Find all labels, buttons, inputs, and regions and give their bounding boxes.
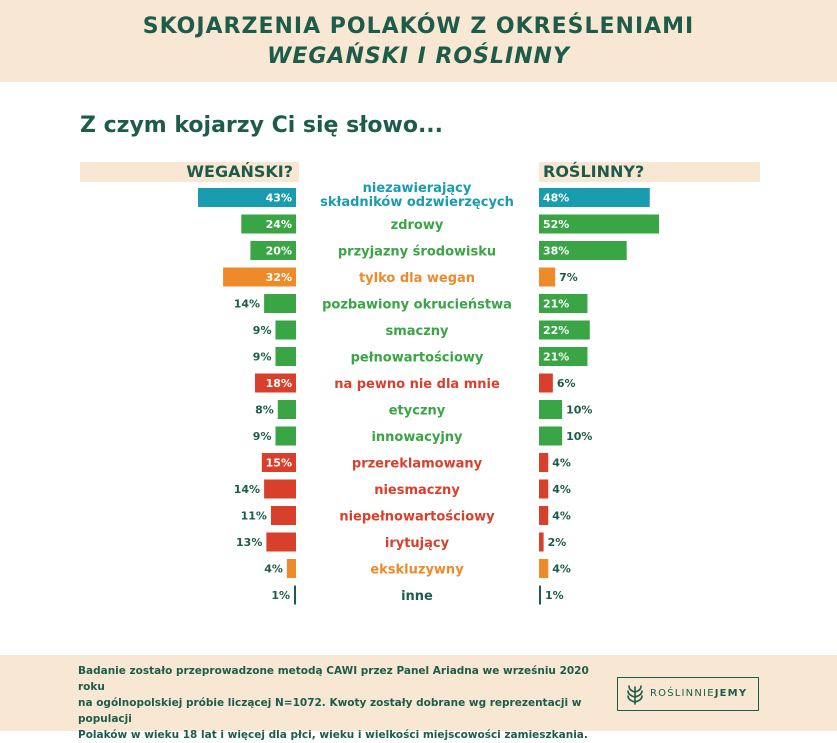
value-label-plant: 4% (552, 563, 571, 576)
bar-plant (539, 294, 588, 313)
value-label-vegan: 9% (253, 351, 272, 364)
brand-name: ROŚLINNIEJEMY (650, 688, 747, 699)
methodology-note: Badanie zostało przeprowadzone metodą CA… (78, 663, 598, 743)
value-label-plant: 4% (552, 483, 571, 496)
bar-vegan (266, 532, 296, 552)
value-label-plant: 21% (543, 298, 569, 311)
value-label-vegan: 32% (266, 271, 292, 284)
bar-vegan (275, 426, 296, 446)
bar-vegan (223, 267, 296, 287)
category-label: niesmaczny (374, 483, 460, 498)
value-label-plant: 4% (552, 510, 571, 523)
bar-vegan (250, 241, 296, 260)
methodology-line-1: Badanie zostało przeprowadzone metodą CA… (78, 665, 589, 693)
value-label-plant: 4% (552, 457, 571, 470)
category-label: składników odzwierzęcych (320, 195, 514, 210)
category-label: irytujący (385, 536, 450, 551)
bar-vegan (264, 294, 296, 313)
bar-vegan (264, 479, 296, 499)
bar-plant (539, 426, 563, 446)
bar-plant (539, 347, 588, 366)
bar-plant (539, 241, 627, 260)
brand-name-part2: JEMY (714, 688, 748, 699)
value-label-vegan: 11% (241, 510, 267, 523)
series-header-plant: ROŚLINNY? (539, 162, 760, 182)
value-label-vegan: 20% (266, 245, 292, 258)
bar-plant (539, 188, 650, 207)
bar-plant (539, 479, 549, 499)
bar-plant (539, 585, 541, 605)
bar-plant (539, 400, 563, 419)
bar-plant (539, 214, 659, 234)
bar-plant (539, 453, 549, 472)
bar-plant (539, 559, 549, 578)
value-label-vegan: 14% (234, 298, 260, 311)
category-label: pozbawiony okrucieństwa (322, 298, 512, 313)
title-line-1: SKOJARZENIA POLAKÓW Z OKREŚLENIAMI (142, 14, 695, 39)
value-label-vegan: 4% (264, 563, 283, 576)
bar-vegan (261, 453, 296, 472)
category-label: przereklamowany (352, 457, 483, 472)
bar-plant (539, 267, 556, 287)
methodology-line-2: na ogólnopolskiej próbie liczącej N=1072… (78, 697, 582, 725)
series-header-vegan: WEGAŃSKI? (80, 162, 299, 182)
category-label: tylko dla wegan (359, 271, 475, 286)
value-label-plant: 6% (557, 377, 576, 390)
bar-plant (539, 532, 544, 552)
category-label: innowacyjny (371, 430, 463, 445)
brand-name-part1: ROŚLINNIE (650, 688, 715, 699)
value-label-vegan: 43% (266, 192, 292, 205)
category-label: niepełnowartościowy (339, 510, 495, 525)
footer-banner (0, 655, 837, 731)
bar-vegan (294, 585, 296, 605)
bar-vegan (277, 400, 296, 419)
bar-vegan (270, 506, 296, 525)
value-label-plant: 1% (545, 589, 564, 602)
header-banner: SKOJARZENIA POLAKÓW Z OKREŚLENIAMI WEGAŃ… (0, 0, 837, 82)
value-label-vegan: 15% (266, 457, 292, 470)
value-label-plant: 48% (543, 192, 569, 205)
value-label-plant: 2% (548, 536, 567, 549)
value-label-vegan: 9% (253, 324, 272, 337)
category-label: na pewno nie dla mnie (334, 377, 500, 392)
value-label-vegan: 14% (234, 483, 260, 496)
bar-plant (539, 320, 590, 340)
category-label: smaczny (385, 324, 449, 339)
value-label-vegan: 1% (271, 589, 290, 602)
category-label: ekskluzywny (370, 563, 464, 578)
bar-vegan (241, 214, 296, 234)
value-label-plant: 10% (566, 404, 592, 417)
brand-logo: ROŚLINNIEJEMY (617, 677, 759, 711)
value-label-plant: 10% (566, 430, 592, 443)
value-label-plant: 38% (543, 245, 569, 258)
category-label: etyczny (389, 404, 446, 419)
bar-vegan (275, 320, 296, 340)
bar-vegan (198, 188, 296, 207)
chart-question: Z czym kojarzy Ci się słowo... (80, 113, 444, 138)
category-label: niezawierający (363, 181, 472, 196)
value-label-plant: 22% (543, 324, 569, 337)
value-label-vegan: 18% (266, 377, 292, 390)
value-label-vegan: 24% (266, 218, 292, 231)
value-label-vegan: 13% (236, 536, 262, 549)
category-label: przyjazny środowisku (338, 245, 496, 260)
bar-plant (539, 506, 549, 525)
value-label-plant: 52% (543, 218, 569, 231)
value-label-vegan: 9% (253, 430, 272, 443)
bar-vegan (254, 373, 296, 393)
title-line-2: WEGAŃSKI I ROŚLINNY (267, 44, 570, 69)
category-label: inne (401, 589, 433, 604)
bar-vegan (286, 559, 296, 578)
bar-plant (539, 373, 553, 393)
category-label: pełnowartościowy (351, 351, 484, 366)
bar-vegan (275, 347, 296, 366)
category-label: zdrowy (391, 218, 444, 233)
value-label-plant: 7% (559, 271, 578, 284)
wheat-icon (627, 685, 643, 705)
value-label-vegan: 8% (255, 404, 274, 417)
value-label-plant: 21% (543, 351, 569, 364)
methodology-line-3: Polaków w wieku 18 lat i więcej dla płci… (78, 729, 588, 741)
